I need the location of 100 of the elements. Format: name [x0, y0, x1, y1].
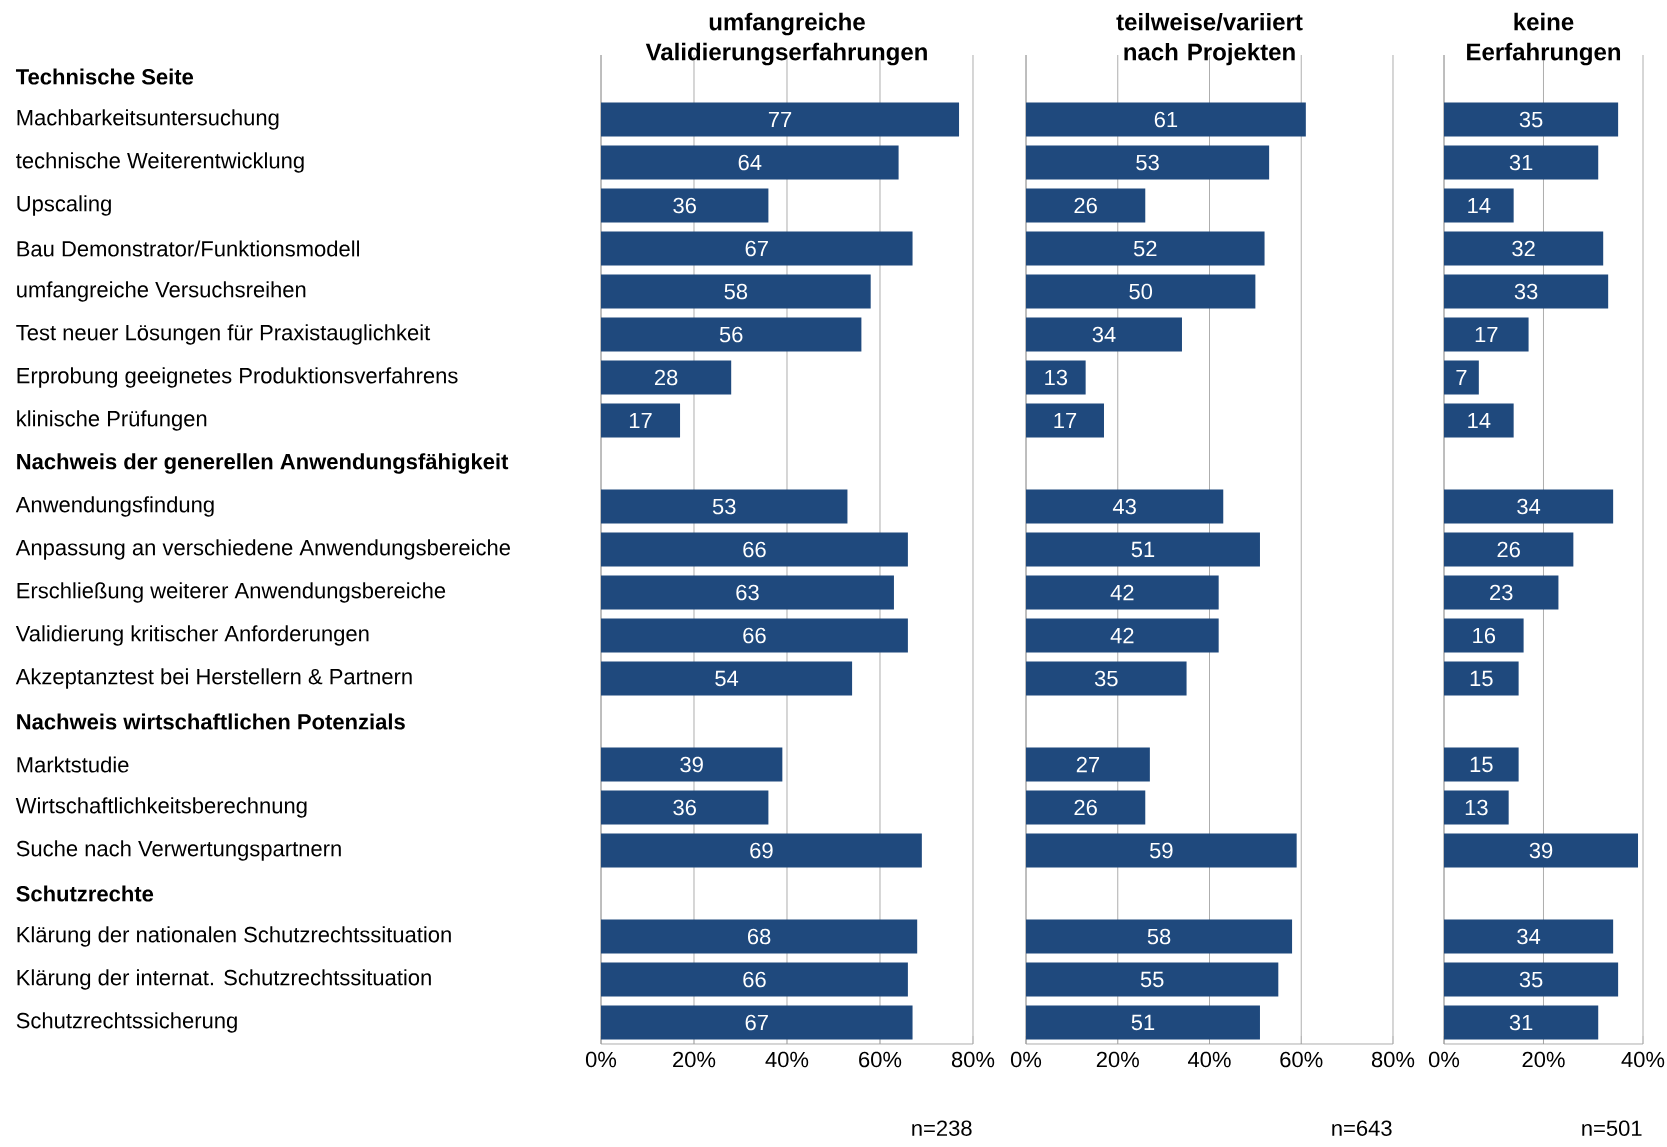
data-label: 26 [1497, 541, 1520, 558]
bar [1026, 231, 1265, 266]
chart-title: keine Eerfahrungen [1467, 12, 1621, 66]
y-tick-label: Schutzrechte [16, 885, 154, 902]
data-label: 36 [673, 197, 696, 214]
bar [1444, 747, 1519, 782]
y-tick-label: Machbarkeitsuntersuchung [17, 109, 279, 130]
data-label: 68 [747, 928, 771, 945]
y-tick-label: Wirtschaftlichkeitsberechnung [15, 797, 307, 818]
data-label: 63 [736, 584, 759, 601]
bar [601, 403, 681, 438]
x-tick-label: 0% [1010, 1051, 1042, 1068]
bar [1444, 1005, 1599, 1040]
y-tick-label: Validierung kritischer Anforderungen [15, 625, 369, 646]
data-label: 39 [1529, 842, 1553, 859]
data-label: 64 [738, 154, 762, 171]
data-label: 52 [1133, 240, 1157, 257]
bar [601, 145, 899, 180]
bar [1444, 102, 1619, 137]
bar [601, 790, 769, 825]
x-tick-label: 60% [859, 1051, 902, 1068]
data-label: 54 [715, 670, 739, 687]
data-label: 66 [743, 541, 766, 558]
bar [1026, 790, 1146, 825]
data-label: 17 [629, 412, 652, 429]
data-label: 14 [1468, 197, 1491, 214]
data-label: 42 [1110, 627, 1134, 644]
text: n=501 [1582, 1120, 1642, 1136]
data-label: 61 [1154, 111, 1178, 128]
y-tick-label: Marktstudie [17, 756, 129, 773]
bar [1444, 575, 1559, 610]
y-tick-label: Upscaling [17, 195, 111, 216]
bar [1026, 833, 1297, 868]
y-tick-label: Nachweis wirtschaftlichen Potenzials [17, 713, 405, 730]
bar [1444, 145, 1599, 180]
bar [601, 317, 862, 352]
data-label: 16 [1473, 627, 1496, 644]
bar [1026, 274, 1256, 309]
data-label: 67 [745, 240, 768, 257]
text: n=238 [912, 1120, 972, 1136]
bar [1444, 231, 1604, 266]
bar [601, 489, 848, 524]
data-label: 36 [673, 799, 696, 816]
bar [601, 833, 922, 868]
text: n=643 [1332, 1120, 1392, 1136]
y-tick-label: Anpassung an verschiedene Anwendungsbereiche [15, 539, 510, 560]
data-label: 28 [654, 369, 678, 386]
bar [1026, 360, 1086, 395]
data-label: 67 [745, 1014, 768, 1031]
bar [1444, 360, 1479, 395]
data-label: 51 [1131, 541, 1155, 558]
x-tick-label: 20% [1522, 1051, 1565, 1068]
data-label: 59 [1149, 842, 1173, 859]
bar [1026, 403, 1104, 438]
data-label: 42 [1110, 584, 1134, 601]
bar [1026, 661, 1187, 696]
chart-title: teilweise/variiert nach Projekten [1116, 12, 1303, 66]
data-label: 33 [1514, 283, 1538, 300]
data-label: 53 [1136, 154, 1159, 171]
bar [601, 532, 908, 567]
bar [1026, 575, 1219, 610]
data-label: 58 [1147, 928, 1171, 945]
data-label: 34 [1517, 498, 1541, 515]
data-label: 56 [719, 326, 743, 343]
bar [601, 575, 894, 610]
data-label: 35 [1094, 670, 1118, 687]
data-label: 58 [724, 283, 748, 300]
bar [1444, 833, 1639, 868]
data-label: 66 [743, 971, 766, 988]
x-tick-label: 40% [1621, 1051, 1665, 1068]
x-tick-label: 20% [1096, 1051, 1139, 1068]
bar [1026, 317, 1182, 352]
y-tick-label: Erschließung weiterer Anwendungsbereiche [17, 582, 446, 603]
x-tick-label: 20% [673, 1051, 716, 1068]
y-tick-label: Test neuer Lösungen für Praxistauglichkeit [16, 324, 431, 345]
data-label: 34 [1517, 928, 1541, 945]
y-tick-label: klinische Prüfungen [17, 410, 207, 431]
y-tick-label: Technische Seite [15, 68, 194, 85]
data-label: 77 [768, 111, 792, 128]
y-tick-label: Akzeptanztest bei Herstellern & Partnern [15, 668, 412, 689]
y-tick-label: Bau Demonstrator/Funktionsmodell [17, 240, 360, 257]
data-label: 15 [1470, 756, 1493, 773]
bar [1444, 274, 1609, 309]
bar [601, 1005, 913, 1040]
data-label: 53 [712, 498, 736, 515]
bar [1026, 532, 1260, 567]
data-label: 13 [1045, 369, 1068, 386]
data-label: 14 [1468, 412, 1491, 429]
x-tick-label: 0% [1428, 1051, 1460, 1068]
x-tick-label: 80% [1371, 1051, 1415, 1068]
y-tick-label: Klärung der nationalen Schutzrechtssituation [17, 926, 451, 947]
data-label: 13 [1465, 799, 1488, 816]
x-tick-label: 0% [585, 1051, 617, 1068]
bar [601, 102, 960, 137]
bar [601, 360, 732, 395]
y-tick-label: Klärung der internat. Schutzrechtssituation [17, 969, 431, 990]
data-label: 26 [1074, 799, 1097, 816]
bar [1444, 489, 1614, 524]
bar [601, 274, 871, 309]
bar [1444, 661, 1519, 696]
